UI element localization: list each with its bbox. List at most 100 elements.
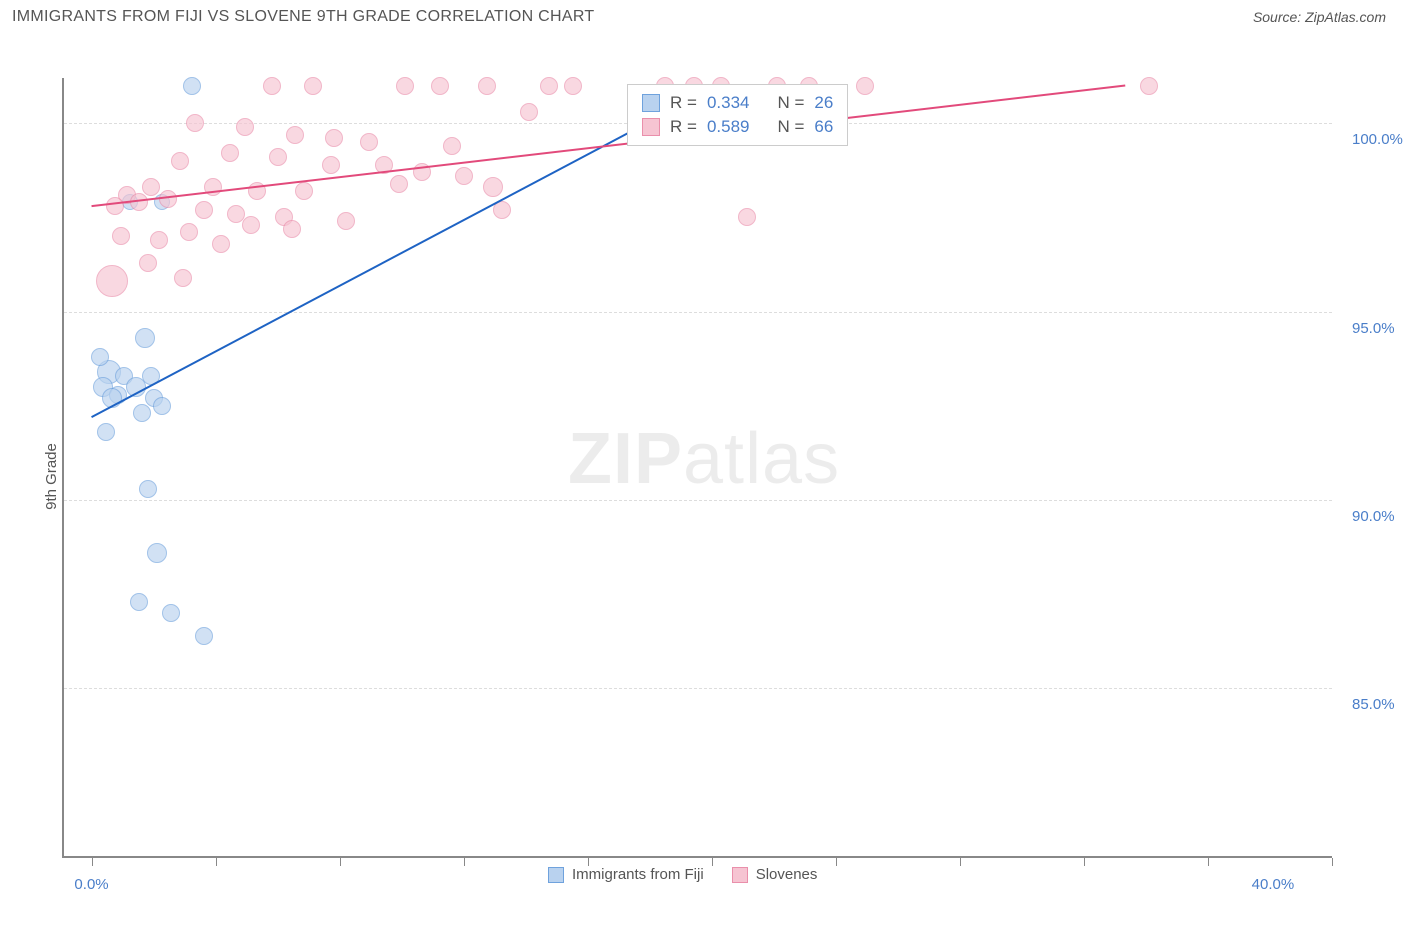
data-point — [186, 114, 204, 132]
data-point — [147, 543, 167, 563]
data-point — [263, 77, 281, 95]
data-point — [540, 77, 558, 95]
data-point — [102, 388, 122, 408]
data-point — [564, 77, 582, 95]
data-point — [375, 156, 393, 174]
x-tick-label: 0.0% — [74, 876, 108, 893]
y-tick-label: 95.0% — [1352, 320, 1395, 337]
data-point — [286, 126, 304, 144]
n-label: N = — [777, 117, 804, 137]
data-point — [856, 77, 874, 95]
data-point — [322, 156, 340, 174]
data-point — [455, 167, 473, 185]
legend-item: Immigrants from Fiji — [548, 866, 704, 883]
r-value: 0.589 — [707, 117, 750, 137]
data-point — [413, 163, 431, 181]
data-point — [304, 77, 322, 95]
gridline — [64, 500, 1332, 501]
data-point — [360, 133, 378, 151]
data-point — [183, 77, 201, 95]
x-tick — [464, 858, 465, 866]
x-tick — [216, 858, 217, 866]
data-point — [204, 178, 222, 196]
r-label: R = — [670, 117, 697, 137]
data-point — [295, 182, 313, 200]
data-point — [96, 265, 128, 297]
data-point — [431, 77, 449, 95]
r-label: R = — [670, 93, 697, 113]
data-point — [390, 175, 408, 193]
data-point — [283, 220, 301, 238]
series-legend: Immigrants from Fiji Slovenes — [548, 866, 817, 883]
data-point — [236, 118, 254, 136]
chart-title: IMMIGRANTS FROM FIJI VS SLOVENE 9TH GRAD… — [12, 8, 595, 26]
source-attribution: Source: ZipAtlas.com — [1253, 9, 1386, 25]
data-point — [162, 604, 180, 622]
data-point — [520, 103, 538, 121]
n-label: N = — [777, 93, 804, 113]
x-tick-label: 40.0% — [1252, 876, 1295, 893]
stats-legend: R = 0.334 N = 26 R = 0.589 N = 66 — [627, 84, 848, 146]
legend-label: Immigrants from Fiji — [572, 866, 704, 883]
data-point — [325, 129, 343, 147]
data-point — [133, 404, 151, 422]
x-tick — [588, 858, 589, 866]
data-point — [130, 193, 148, 211]
gridline — [64, 312, 1332, 313]
data-point — [195, 627, 213, 645]
legend-label: Slovenes — [756, 866, 818, 883]
x-tick — [712, 858, 713, 866]
data-point — [97, 423, 115, 441]
gridline — [64, 688, 1332, 689]
data-point — [180, 223, 198, 241]
data-point — [195, 201, 213, 219]
data-point — [396, 77, 414, 95]
data-point — [248, 182, 266, 200]
source-prefix: Source: — [1253, 9, 1305, 25]
source-name: ZipAtlas.com — [1305, 9, 1386, 25]
data-point — [174, 269, 192, 287]
x-tick — [340, 858, 341, 866]
x-tick — [92, 858, 93, 866]
n-value: 26 — [814, 93, 833, 113]
x-tick — [960, 858, 961, 866]
y-axis-label: 9th Grade — [43, 443, 60, 510]
x-tick — [1208, 858, 1209, 866]
data-point — [91, 348, 109, 366]
legend-swatch — [642, 118, 660, 136]
data-point — [135, 328, 155, 348]
data-point — [443, 137, 461, 155]
correlation-chart: 100.0%95.0%90.0%85.0%0.0%40.0%9th GradeZ… — [18, 38, 1388, 890]
data-point — [139, 254, 157, 272]
legend-item: Slovenes — [732, 866, 818, 883]
data-point — [126, 377, 146, 397]
data-point — [142, 178, 160, 196]
data-point — [150, 231, 168, 249]
data-point — [493, 201, 511, 219]
data-point — [139, 480, 157, 498]
legend-swatch — [732, 867, 748, 883]
data-point — [171, 152, 189, 170]
n-value: 66 — [814, 117, 833, 137]
data-point — [130, 593, 148, 611]
y-tick-label: 90.0% — [1352, 508, 1395, 525]
data-point — [106, 197, 124, 215]
data-point — [153, 397, 171, 415]
data-point — [112, 227, 130, 245]
x-tick — [1084, 858, 1085, 866]
x-tick — [1332, 858, 1333, 866]
data-point — [478, 77, 496, 95]
data-point — [242, 216, 260, 234]
data-point — [738, 208, 756, 226]
data-point — [221, 144, 239, 162]
y-tick-label: 100.0% — [1352, 131, 1403, 148]
stats-legend-row: R = 0.589 N = 66 — [642, 115, 833, 139]
data-point — [337, 212, 355, 230]
y-tick-label: 85.0% — [1352, 696, 1395, 713]
data-point — [483, 177, 503, 197]
r-value: 0.334 — [707, 93, 750, 113]
data-point — [212, 235, 230, 253]
chart-header: IMMIGRANTS FROM FIJI VS SLOVENE 9TH GRAD… — [0, 0, 1406, 34]
x-tick — [836, 858, 837, 866]
data-point — [159, 190, 177, 208]
